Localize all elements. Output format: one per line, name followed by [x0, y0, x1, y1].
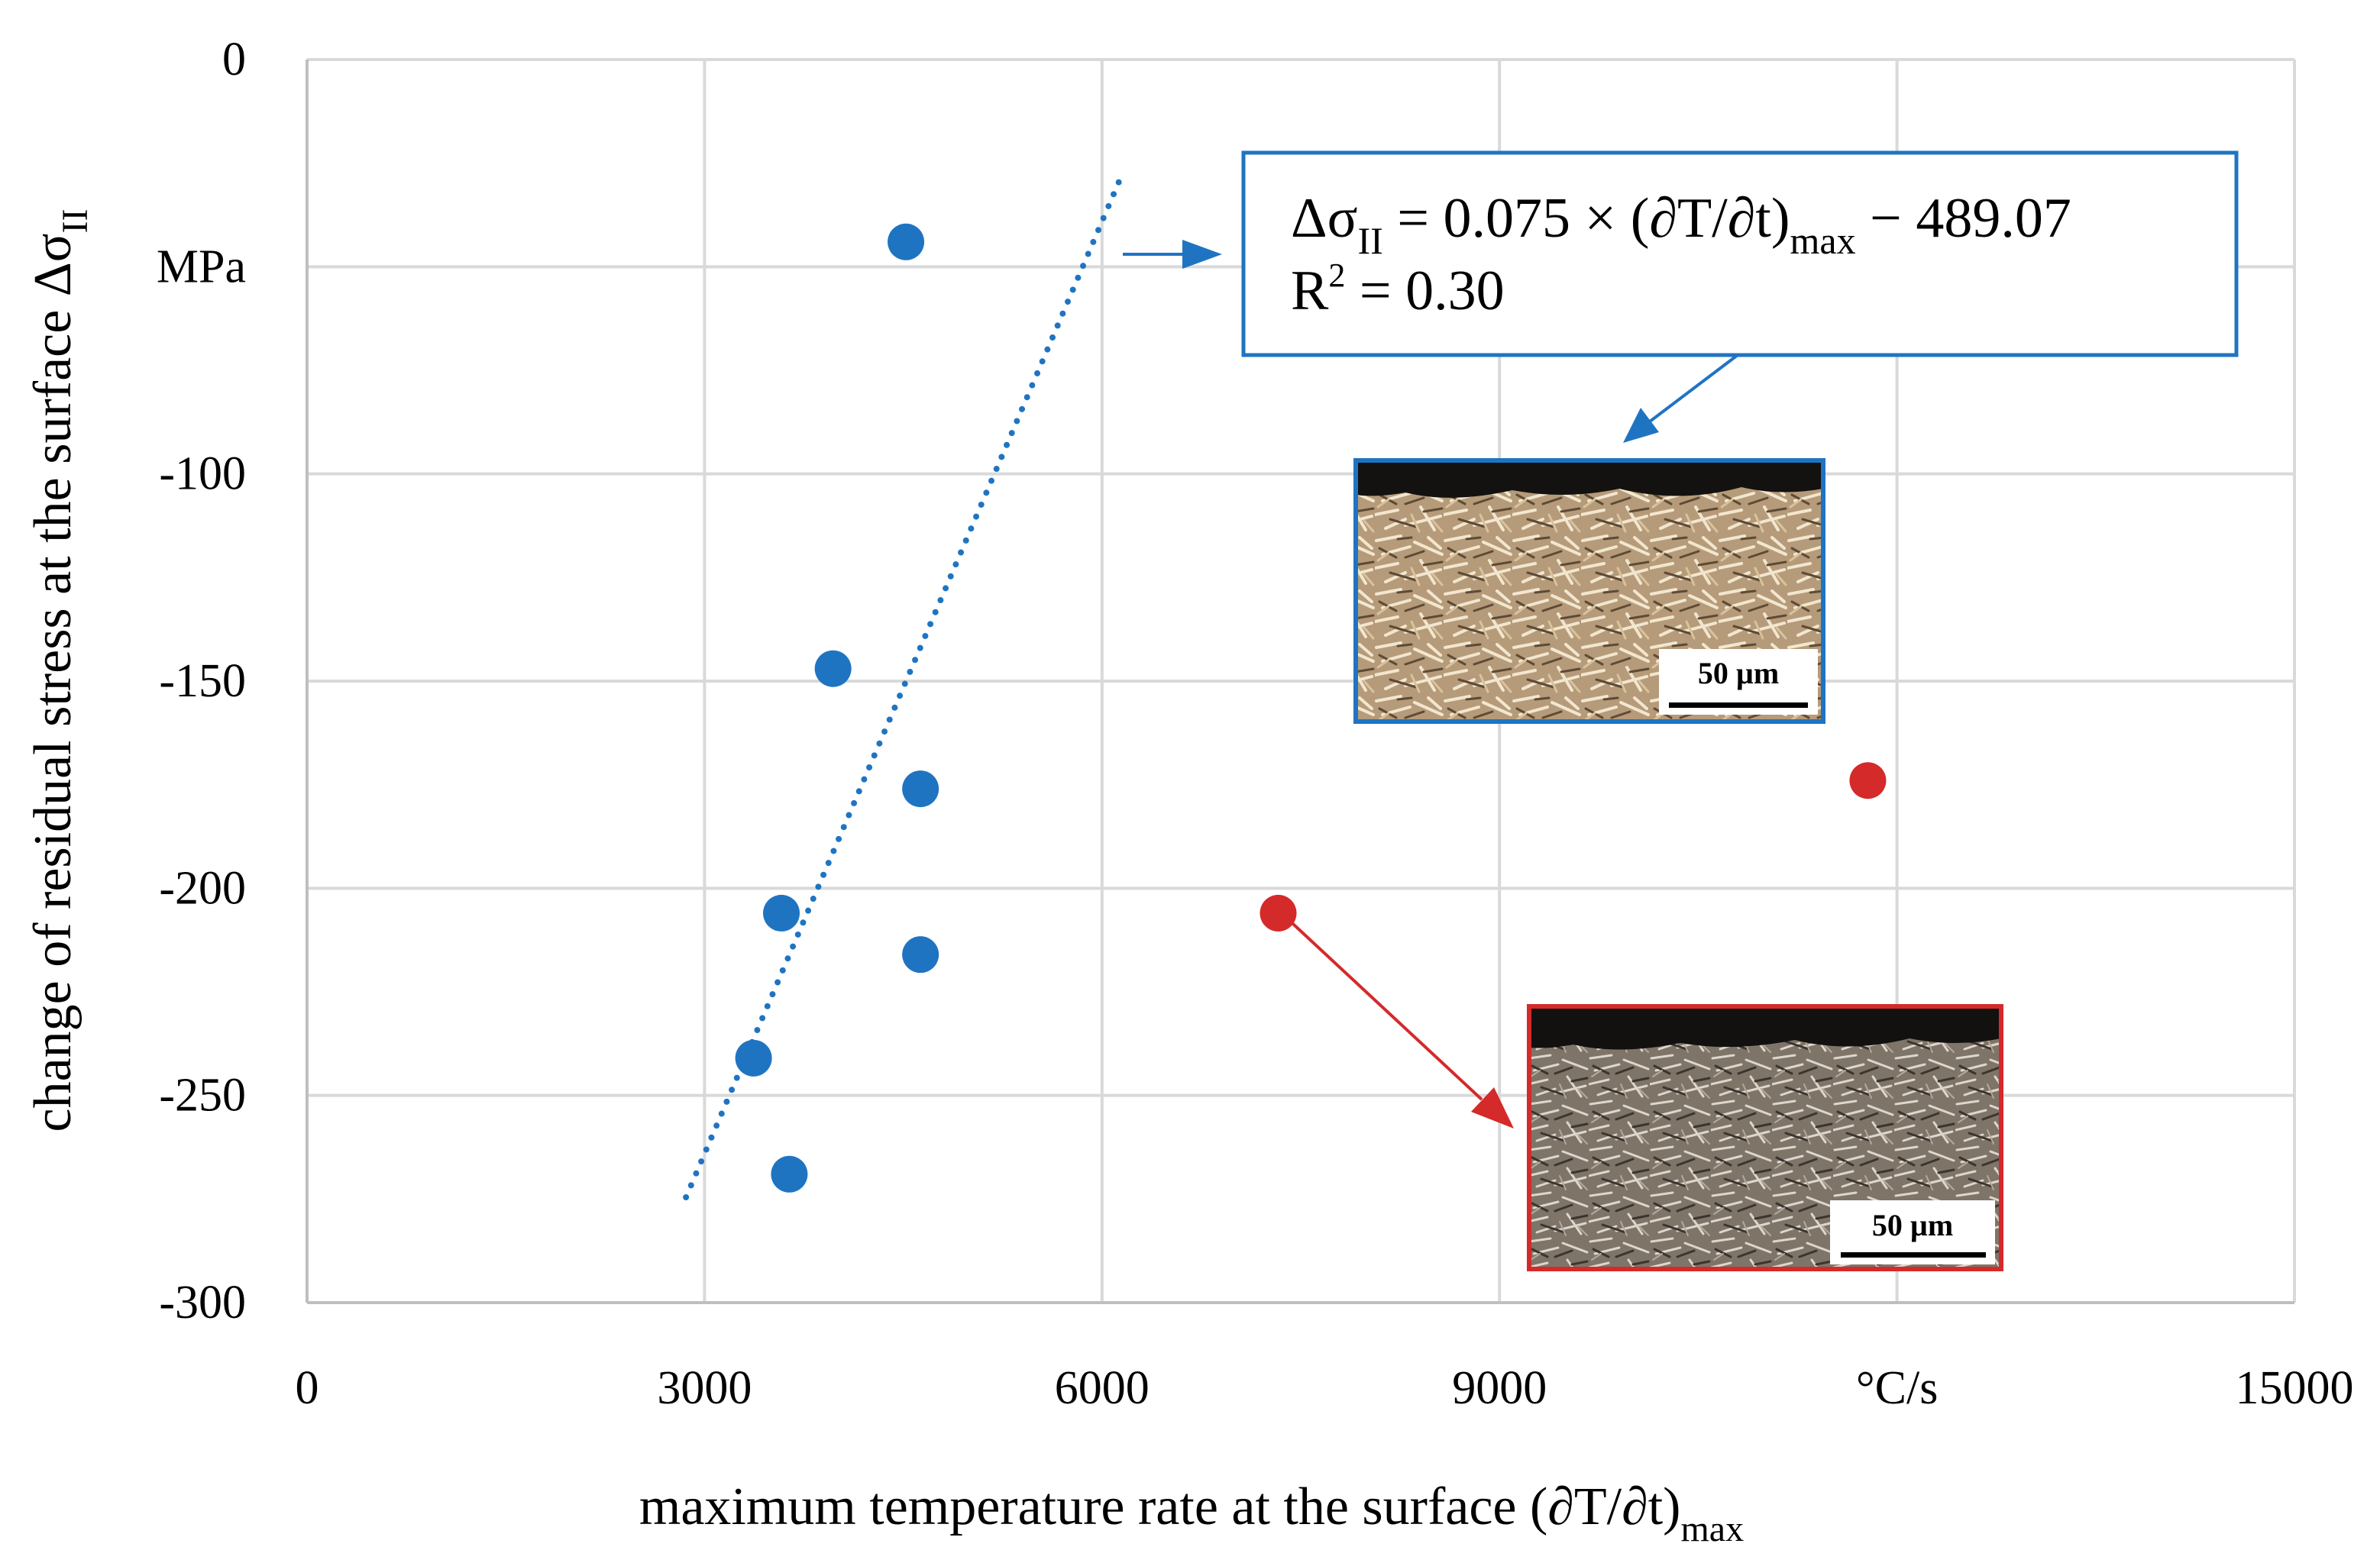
y-tick-label: -150: [159, 655, 246, 707]
blue-scale-label: 50 µm: [1698, 656, 1779, 690]
blue-data-point: [771, 1155, 808, 1193]
y-tick-label: -300: [159, 1277, 246, 1329]
blue-data-point: [902, 936, 939, 974]
x-tick-label: 15000: [2236, 1362, 2354, 1414]
axis-layer: [306, 60, 2294, 1304]
x-axis-title-text: maximum temperature rate at the surface …: [639, 1477, 1681, 1536]
y-axis-title: change of residual stress at the surface…: [24, 209, 95, 1132]
blue-arrow-to-inset-head: [1623, 408, 1659, 443]
red-data-point: [1260, 894, 1297, 932]
x-axis-title-sub: max: [1680, 1509, 1744, 1549]
red-arrow-line: [1282, 913, 1483, 1101]
x-tick-label: 3000: [657, 1362, 752, 1414]
blue-micrograph-inset: 50 µm: [1353, 458, 1825, 724]
y-tick-label: MPa: [157, 241, 246, 292]
data-points: [735, 223, 1887, 1193]
trendline: [683, 178, 1123, 1200]
y-tick-label: -100: [159, 448, 246, 500]
x-tick-label: 9000: [1452, 1362, 1547, 1414]
blue-micrograph-surface: [1356, 460, 1823, 498]
tick-labels: 0 MPa -100 -150 -200 -250 -300 0 3000 6000 9000 °C/…: [157, 34, 2354, 1414]
red-arrow-head: [1471, 1087, 1514, 1129]
red-scale-bar: [1841, 1252, 1986, 1258]
blue-data-point: [888, 223, 925, 260]
red-micrograph-border: [1527, 1004, 2003, 1271]
red-data-point: [1849, 762, 1887, 799]
blue-arrow-to-inset-line: [1648, 354, 1739, 423]
red-scale-label: 50 µm: [1872, 1208, 1953, 1242]
y-tick-label: 0: [222, 34, 246, 86]
blue-data-point: [902, 770, 939, 808]
red-micrograph-surface: [1529, 1006, 2001, 1050]
x-tick-label: °C/s: [1856, 1362, 1939, 1414]
r-squared-value: = 0.30: [1345, 260, 1504, 322]
y-tick-label: -250: [159, 1070, 246, 1122]
x-tick-label: 6000: [1055, 1362, 1150, 1414]
equation-lhs-sub: II: [1357, 219, 1382, 262]
equation-rhs: − 489.07: [1856, 187, 2071, 250]
blue-data-point: [735, 1039, 772, 1077]
r-squared-sup: 2: [1328, 257, 1345, 294]
y-axis-title-text: change of residual stress at the surface…: [24, 233, 82, 1132]
trendline-layer: [683, 178, 1123, 1200]
blue-scale-bar: [1669, 702, 1808, 708]
blue-arrow-to-box-head: [1182, 240, 1222, 269]
equation-line-2: R2 = 0.30: [1291, 257, 1505, 322]
equation-box-border: [1241, 150, 2239, 357]
x-tick-label: 0: [296, 1362, 319, 1414]
equation-mid: = 0.075 × (∂T/∂t): [1383, 187, 1790, 250]
equation-lhs: Δσ: [1291, 187, 1357, 250]
equation-line-1: ΔσII = 0.075 × (∂T/∂t)max − 489.07: [1291, 187, 2071, 262]
equation-box: ΔσII = 0.075 × (∂T/∂t)max − 489.07 R2 = …: [1241, 150, 2239, 357]
blue-data-point: [763, 894, 800, 932]
y-tick-label: -200: [159, 862, 246, 914]
x-axis-title: maximum temperature rate at the surface …: [639, 1477, 1744, 1549]
arrows: [1123, 240, 1739, 1129]
r-squared-label: R: [1291, 260, 1329, 322]
blue-data-point: [814, 650, 852, 687]
equation-mid-sub: max: [1790, 219, 1856, 262]
blue-micrograph-border: [1353, 458, 1825, 724]
y-axis-title-sub: II: [55, 209, 95, 234]
red-micrograph-inset: 50 µm: [1527, 1004, 2003, 1271]
